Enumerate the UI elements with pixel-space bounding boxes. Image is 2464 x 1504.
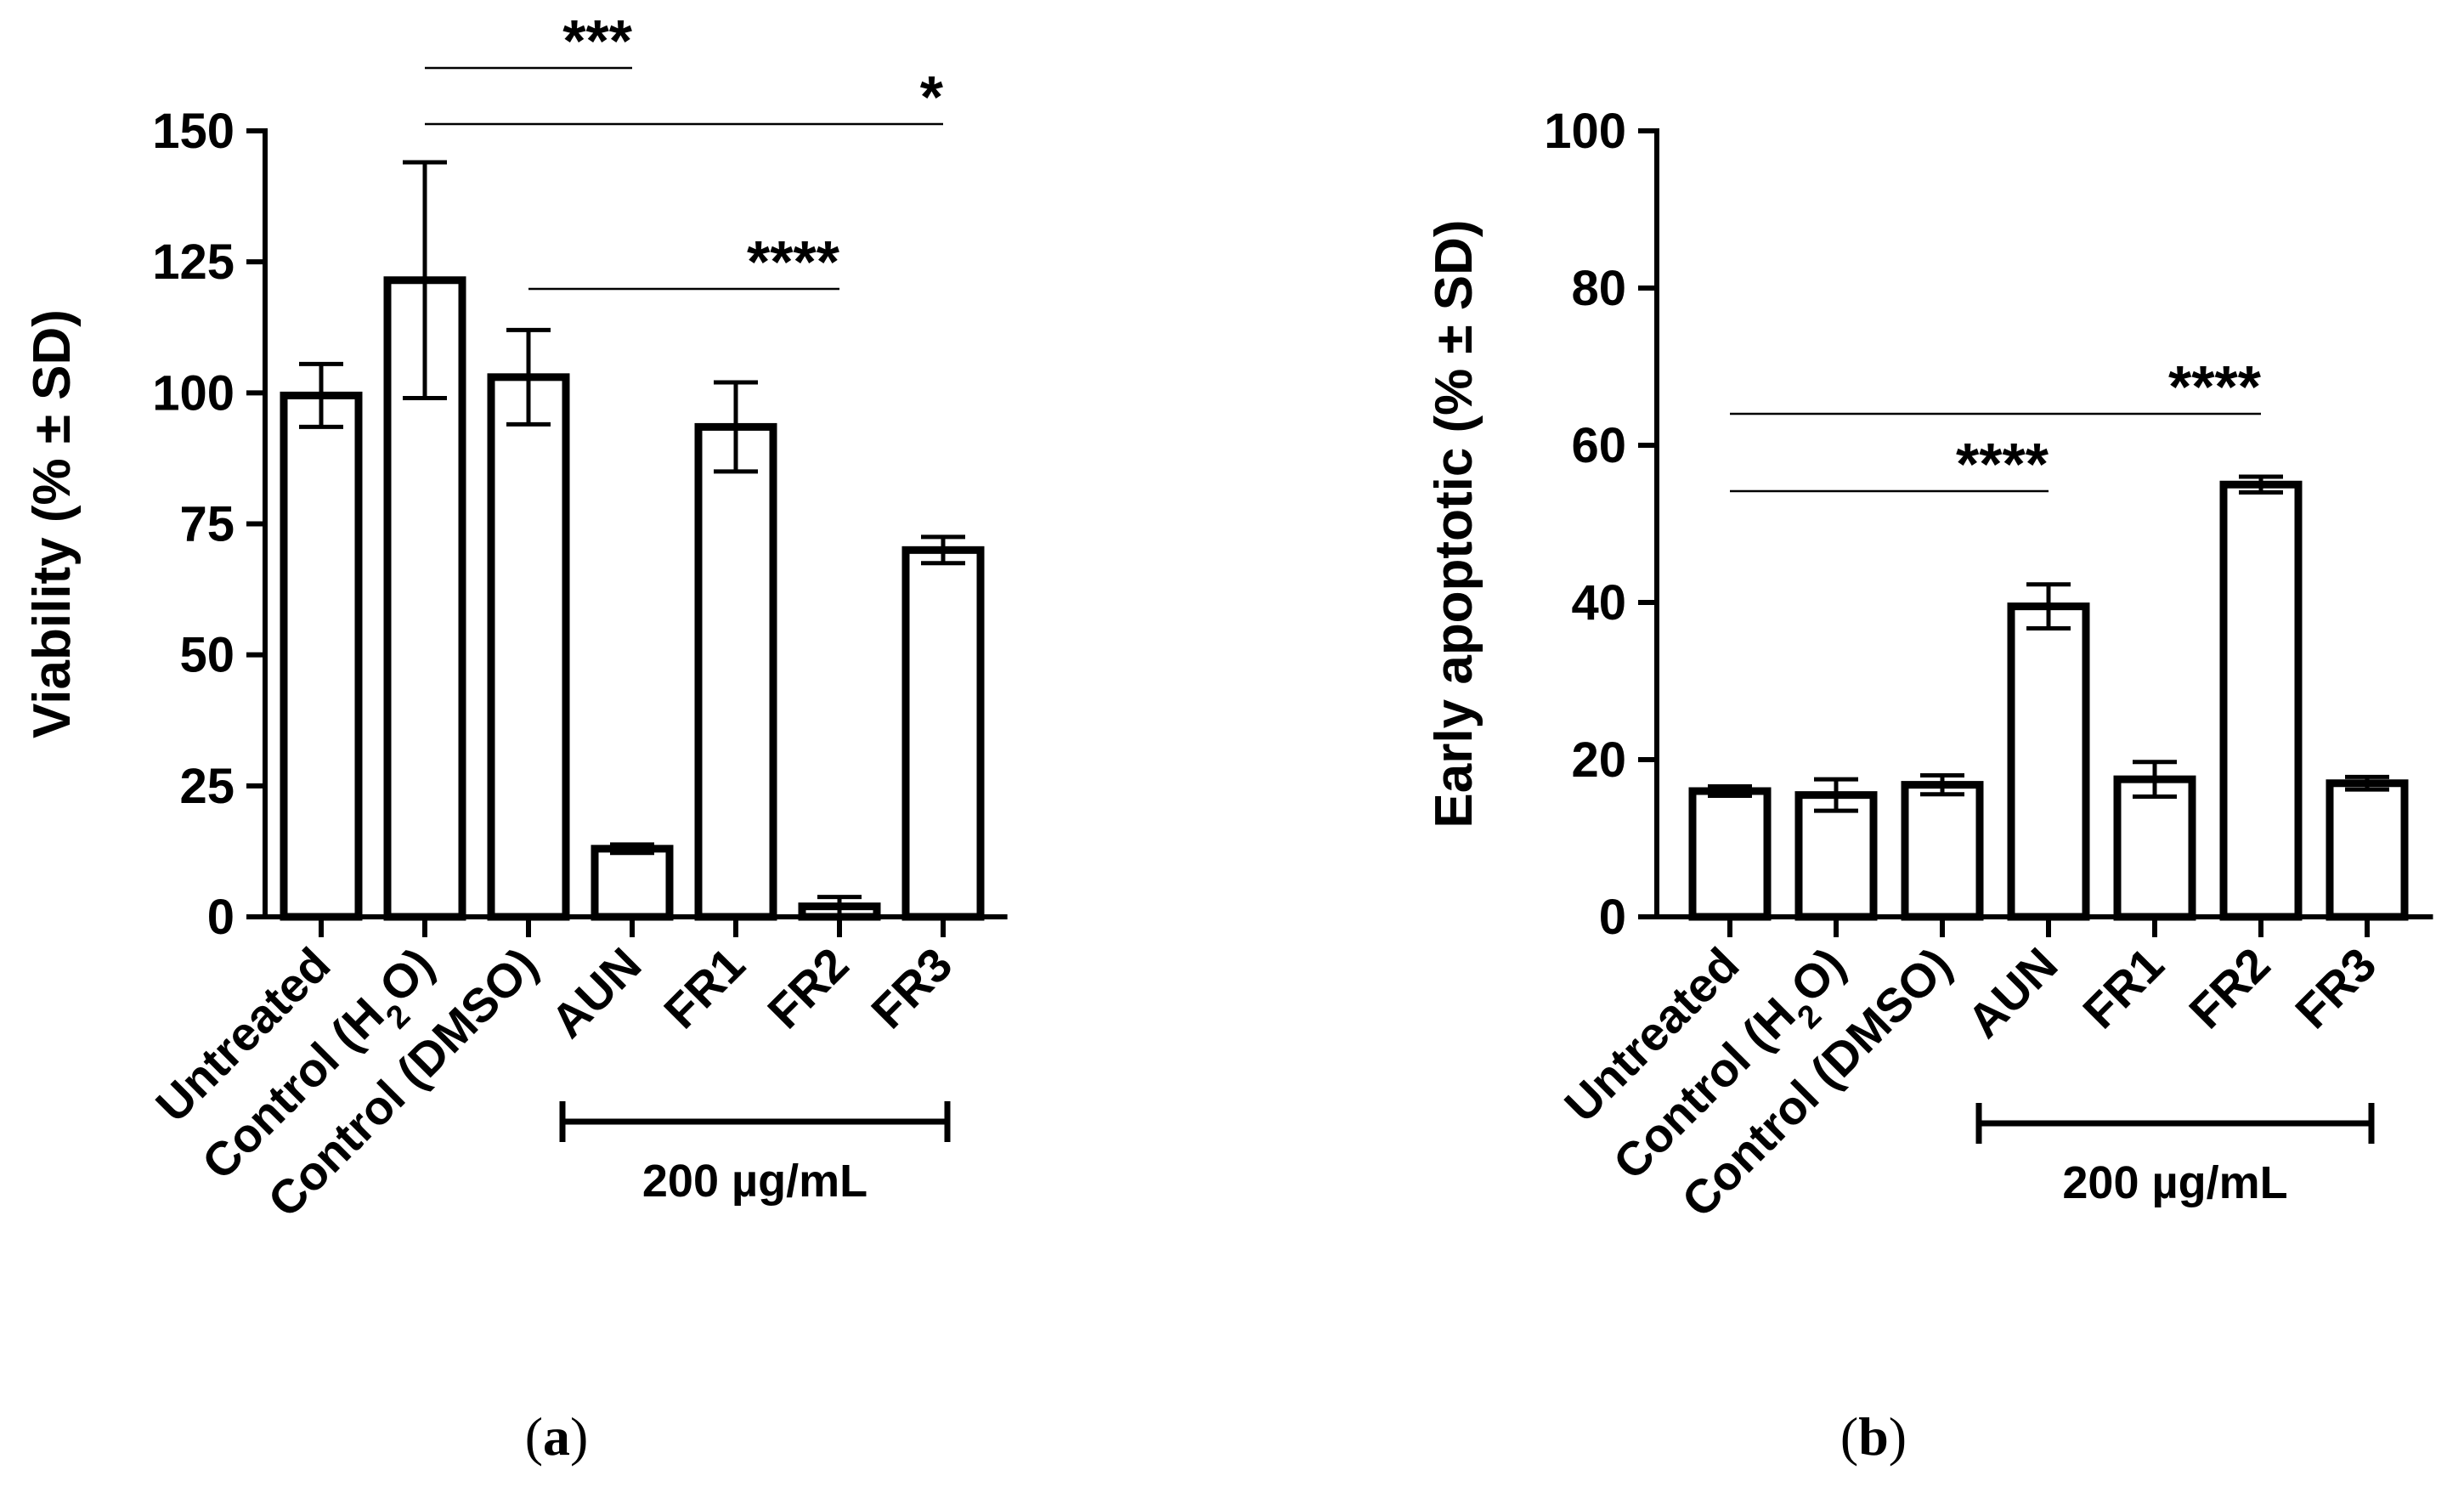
- dose-label: 200 µg/mL: [2062, 1157, 2287, 1208]
- dose-label: 200 µg/mL: [642, 1156, 867, 1207]
- panel-label-letter: a: [543, 1406, 570, 1467]
- bar: [901, 546, 985, 921]
- y-tick-label: 0: [1599, 890, 1626, 945]
- bar: [1688, 787, 1772, 921]
- x-tick-label-main: FR3: [861, 937, 962, 1038]
- x-tick-label: AUN: [1957, 937, 2067, 1048]
- y-tick-label: 100: [1544, 104, 1626, 159]
- significance-stars: ****: [2168, 353, 2262, 420]
- y-tick-label: 100: [152, 365, 235, 421]
- x-tick-label: FR1: [653, 937, 754, 1038]
- x-tick-label-main: FR1: [2072, 937, 2173, 1038]
- y-tick-label: 125: [152, 235, 235, 290]
- bar: [2113, 775, 2196, 921]
- y-tick-label: 75: [179, 497, 235, 552]
- significance-stars: ****: [1956, 431, 2049, 497]
- x-tick-label-main: AUN: [1957, 937, 2067, 1048]
- bar: [2219, 480, 2303, 921]
- panel-label-open: (: [525, 1406, 543, 1467]
- bar: [591, 845, 674, 921]
- x-tick-label-main: FR3: [2285, 937, 2386, 1038]
- y-tick-label: 150: [152, 104, 235, 159]
- bar: [2007, 602, 2090, 921]
- y-tick-label: 50: [179, 628, 235, 683]
- panel-label: (a): [525, 1406, 589, 1467]
- x-tick-label: FR1: [2072, 937, 2173, 1038]
- x-tick-label: FR3: [861, 937, 962, 1038]
- significance-stars: *: [920, 64, 944, 130]
- x-tick-label: FR2: [757, 937, 858, 1038]
- x-tick-label-main: FR2: [757, 937, 858, 1038]
- bar: [1794, 791, 1878, 921]
- y-axis-title: Early apoptotic (% ± SD): [1425, 219, 1483, 828]
- bar: [280, 391, 363, 921]
- bar: [1901, 781, 1984, 921]
- y-tick-label: 20: [1571, 732, 1626, 788]
- y-tick-label: 25: [179, 759, 235, 814]
- x-tick-label-tail: O): [369, 937, 444, 1013]
- y-tick-label: 0: [207, 890, 235, 945]
- x-tick-label-tail: O): [1780, 937, 1856, 1013]
- significance-stars: ****: [747, 229, 840, 295]
- y-axis-title: Viability (% ± SD): [23, 309, 82, 738]
- panel-label-close: ): [570, 1406, 588, 1467]
- bar: [2326, 779, 2409, 921]
- y-tick-label: 60: [1571, 418, 1626, 473]
- bar: [694, 422, 777, 921]
- panel-label-letter: b: [1858, 1406, 1889, 1467]
- x-tick-label-main: FR2: [2179, 937, 2280, 1038]
- panel-label-close: ): [1889, 1406, 1907, 1467]
- panel-label: (b): [1840, 1406, 1907, 1467]
- x-tick-label: AUN: [540, 937, 651, 1048]
- significance-stars: ***: [562, 8, 632, 74]
- y-tick-label: 80: [1571, 261, 1626, 316]
- y-tick-label: 40: [1571, 575, 1626, 630]
- x-tick-label-main: AUN: [540, 937, 651, 1048]
- x-tick-label: FR3: [2285, 937, 2386, 1038]
- bar: [487, 373, 570, 921]
- x-tick-label-main: FR1: [653, 937, 754, 1038]
- panel-label-open: (: [1840, 1406, 1858, 1467]
- x-tick-label: FR2: [2179, 937, 2280, 1038]
